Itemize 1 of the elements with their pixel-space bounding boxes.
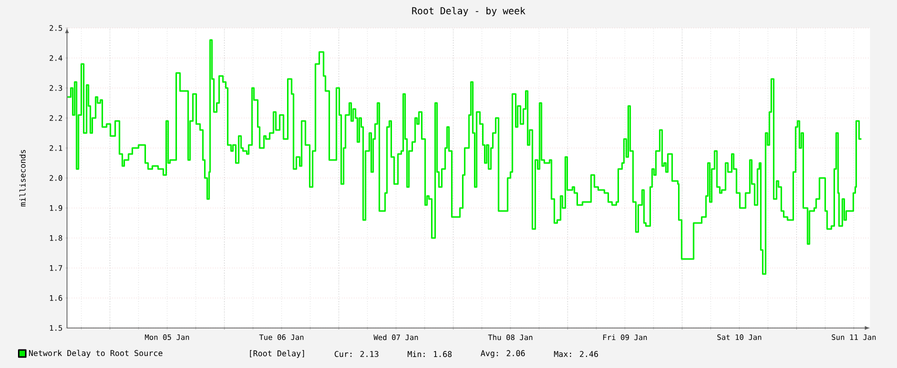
chart-title: Root Delay - by week [412, 6, 526, 16]
